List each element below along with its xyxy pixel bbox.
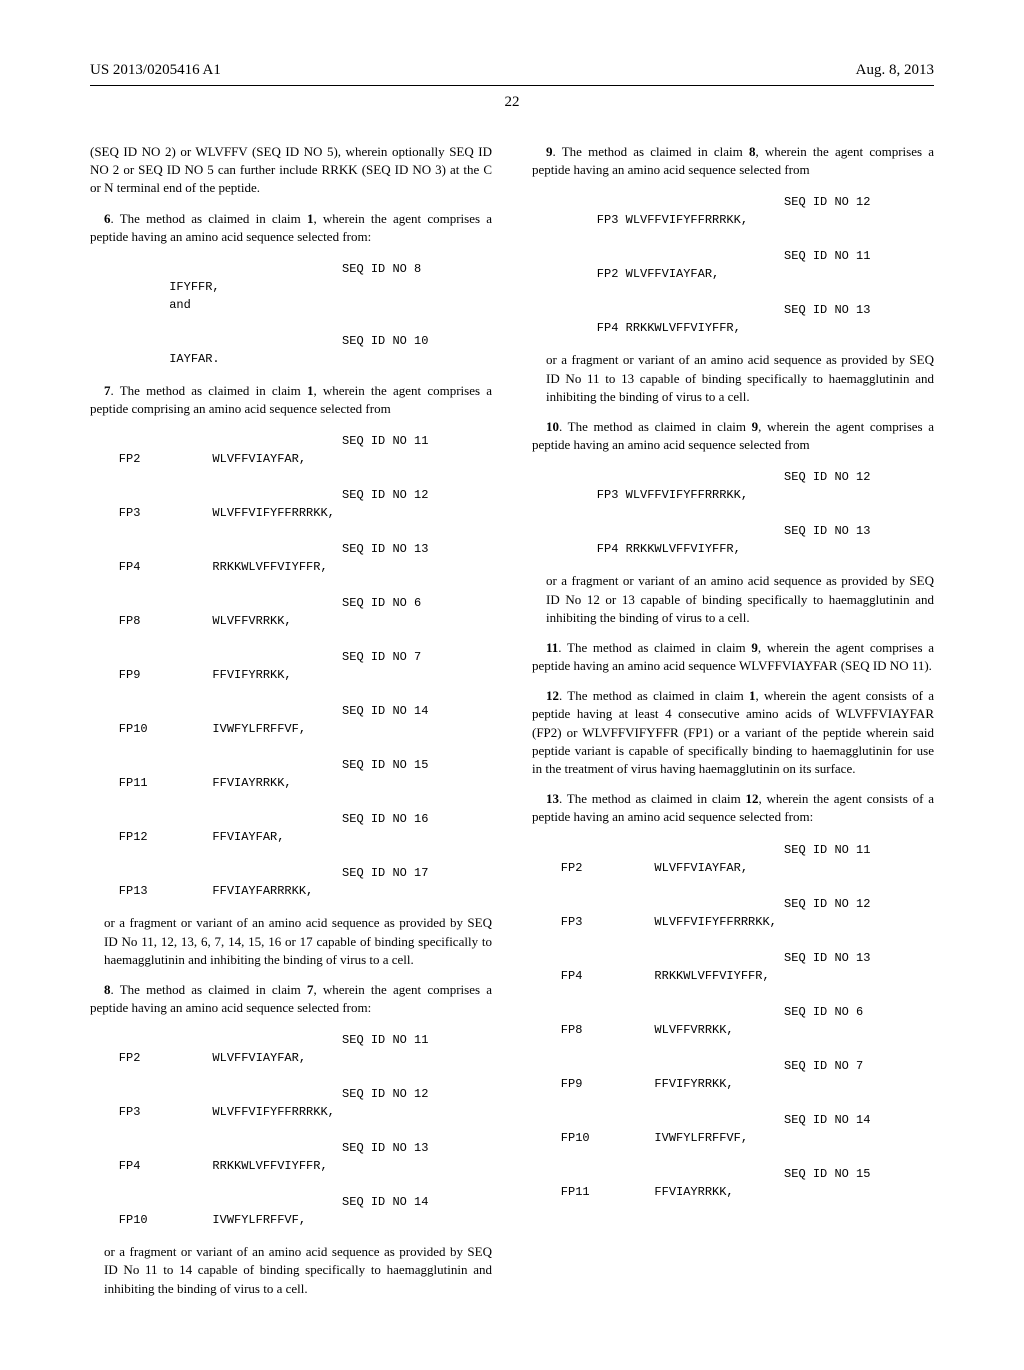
claim9-sequences: SEQ ID NO 12 FP3 WLVFFVIFYFFRRRKK, SEQ I… [532, 193, 934, 337]
claim9-tail: or a fragment or variant of an amino aci… [532, 351, 934, 406]
publication-number: US 2013/0205416 A1 [90, 60, 221, 81]
content-columns: (SEQ ID NO 2) or WLVFFV (SEQ ID NO 5), w… [90, 143, 934, 1310]
claim10-text-a: . The method as claimed in claim [559, 419, 752, 434]
claim12-text-a: . The method as claimed in claim [559, 688, 749, 703]
claim8-sequences: SEQ ID NO 11 FP2 WLVFFVIAYFAR, SEQ ID NO… [90, 1031, 492, 1229]
claim12: 12. The method as claimed in claim 1, wh… [532, 687, 934, 778]
claim7: 7. The method as claimed in claim 1, whe… [90, 382, 492, 418]
header-rule [90, 85, 934, 86]
page-header: US 2013/0205416 A1 Aug. 8, 2013 [90, 60, 934, 81]
claim7-tail: or a fragment or variant of an amino aci… [90, 914, 492, 969]
claim10-tail: or a fragment or variant of an amino aci… [532, 572, 934, 627]
right-column: 9. The method as claimed in claim 8, whe… [532, 143, 934, 1310]
claim10: 10. The method as claimed in claim 9, wh… [532, 418, 934, 454]
claim7-sequences: SEQ ID NO 11 FP2 WLVFFVIAYFAR, SEQ ID NO… [90, 432, 492, 900]
claim9-text-a: . The method as claimed in claim [553, 144, 749, 159]
claim11-text-a: . The method as claimed in claim [558, 640, 751, 655]
claim9: 9. The method as claimed in claim 8, whe… [532, 143, 934, 179]
claim11: 11. The method as claimed in claim 9, wh… [532, 639, 934, 675]
left-column: (SEQ ID NO 2) or WLVFFV (SEQ ID NO 5), w… [90, 143, 492, 1310]
claim11-number: 11 [546, 640, 558, 655]
claim8-text-a: . The method as claimed in claim [111, 982, 307, 997]
claim8-tail: or a fragment or variant of an amino aci… [90, 1243, 492, 1298]
claim10-sequences: SEQ ID NO 12 FP3 WLVFFVIFYFFRRRKK, SEQ I… [532, 468, 934, 558]
claim12-number: 12 [546, 688, 559, 703]
claim10-number: 10 [546, 419, 559, 434]
claim13-sequences: SEQ ID NO 11 FP2 WLVFFVIAYFAR, SEQ ID NO… [532, 841, 934, 1201]
claim13-number: 13 [546, 791, 559, 806]
page-number: 22 [90, 92, 934, 113]
claim7-text-a: . The method as claimed in claim [111, 383, 307, 398]
claim6: 6. The method as claimed in claim 1, whe… [90, 210, 492, 246]
claim13: 13. The method as claimed in claim 12, w… [532, 790, 934, 826]
claim13-ref: 12 [746, 791, 759, 806]
claim5-continuation: (SEQ ID NO 2) or WLVFFV (SEQ ID NO 5), w… [90, 143, 492, 198]
claim6-text-a: . The method as claimed in claim [111, 211, 307, 226]
claim13-text-a: . The method as claimed in claim [559, 791, 746, 806]
claim6-sequences: SEQ ID NO 8 IFYFFR, and SEQ ID NO 10 IAY… [90, 260, 492, 368]
claim8: 8. The method as claimed in claim 7, whe… [90, 981, 492, 1017]
publication-date: Aug. 8, 2013 [856, 60, 934, 81]
